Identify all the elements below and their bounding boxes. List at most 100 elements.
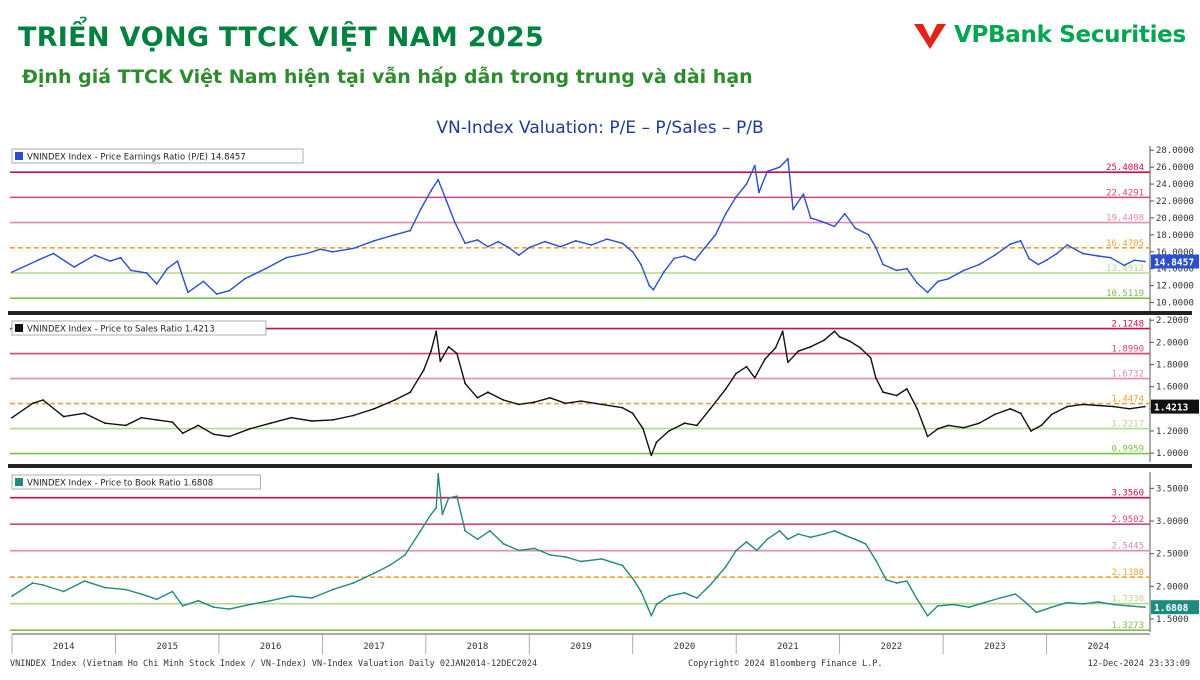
data-point — [983, 601, 986, 604]
data-point — [704, 246, 706, 249]
data-point — [393, 233, 396, 236]
data-point — [590, 244, 593, 246]
data-point — [166, 267, 169, 270]
data-point — [1081, 252, 1084, 255]
data-point — [228, 608, 231, 610]
data-point — [906, 580, 908, 582]
data-point — [497, 240, 500, 243]
data-point — [696, 424, 698, 427]
data-point — [476, 538, 479, 541]
data-point — [926, 614, 929, 617]
legend-swatch — [15, 478, 23, 486]
data-point — [882, 391, 884, 394]
data-point — [978, 422, 981, 425]
data-point — [1097, 255, 1100, 257]
data-point — [640, 263, 642, 266]
x-tick-label: 2022 — [881, 642, 903, 652]
data-point — [155, 419, 158, 421]
data-point — [764, 358, 766, 360]
data-point — [456, 495, 458, 498]
data-point — [331, 419, 334, 421]
last-value-label: 1.4213 — [1154, 403, 1189, 414]
data-point — [869, 357, 872, 359]
data-point — [62, 415, 65, 418]
data-point — [823, 533, 825, 535]
data-point — [968, 606, 970, 609]
brand-name: VPBank Securities — [954, 22, 1186, 48]
legend-label: VNINDEX Index - Price Earnings Ratio (P/… — [27, 153, 246, 163]
data-point — [631, 412, 634, 415]
data-point — [176, 260, 179, 262]
data-point — [766, 170, 769, 173]
data-point — [155, 598, 158, 601]
data-point — [549, 396, 551, 399]
data-point — [833, 529, 836, 532]
data-point — [673, 257, 675, 260]
data-point — [580, 400, 582, 402]
data-point — [564, 402, 567, 405]
data-point — [648, 284, 651, 287]
x-tick-label: 2021 — [777, 642, 799, 652]
data-point — [640, 590, 642, 593]
series-line — [11, 473, 1145, 617]
data-point — [1045, 259, 1048, 262]
x-tick-label: 2016 — [260, 642, 282, 652]
data-point — [787, 361, 789, 364]
data-point — [753, 164, 756, 167]
data-point — [778, 529, 781, 532]
vpbank-logo: VPBank Securities — [912, 20, 1186, 50]
reference-line-label: 1.3273 — [1111, 621, 1144, 631]
y-tick-label: 2.0000 — [1156, 338, 1189, 348]
data-point — [311, 597, 313, 599]
y-tick-label: 1.8000 — [1156, 361, 1189, 371]
data-point — [290, 595, 293, 597]
data-point — [745, 183, 748, 186]
data-point — [683, 255, 686, 257]
y-tick-label: 3.0000 — [1156, 517, 1189, 527]
data-point — [331, 250, 334, 253]
data-point — [331, 588, 334, 591]
data-point — [528, 246, 531, 249]
data-point — [37, 259, 39, 262]
vpbank-logo-icon — [914, 24, 946, 49]
data-point — [464, 529, 466, 532]
data-point — [838, 335, 841, 338]
data-point — [487, 245, 489, 248]
data-point — [937, 605, 939, 607]
data-point — [1050, 606, 1053, 609]
data-point — [735, 372, 738, 375]
data-point — [781, 330, 784, 333]
data-point — [1066, 244, 1069, 246]
data-point — [1097, 601, 1100, 603]
data-point — [52, 252, 55, 255]
data-point — [518, 549, 520, 552]
data-point — [724, 212, 727, 215]
chart-panels: 10.0000 12.0000 14.0000 16.0000 18.0000 20.00… — [8, 146, 1199, 632]
data-point — [792, 208, 794, 211]
data-point — [962, 426, 965, 429]
data-point — [31, 402, 34, 405]
data-point — [621, 242, 624, 245]
data-point — [419, 529, 422, 532]
data-point — [430, 189, 432, 192]
data-point — [1128, 407, 1131, 410]
data-point — [978, 263, 981, 266]
data-point — [833, 330, 836, 333]
data-point — [409, 229, 412, 232]
y-tick-label: 1.0000 — [1156, 449, 1189, 459]
data-point — [93, 254, 96, 257]
data-point — [564, 556, 567, 558]
data-point — [1009, 407, 1012, 410]
data-point — [145, 272, 148, 274]
data-point — [502, 399, 505, 401]
last-value-tag — [1151, 254, 1199, 269]
data-point — [456, 352, 458, 355]
y-tick-label: 1.2000 — [1156, 427, 1189, 437]
x-tick-label: 2024 — [1087, 642, 1109, 652]
data-point — [962, 269, 965, 272]
data-point — [1128, 605, 1131, 607]
data-point — [11, 271, 13, 273]
reference-line-label: 25.4084 — [1106, 163, 1144, 173]
data-point — [202, 280, 205, 283]
data-point — [952, 603, 955, 606]
